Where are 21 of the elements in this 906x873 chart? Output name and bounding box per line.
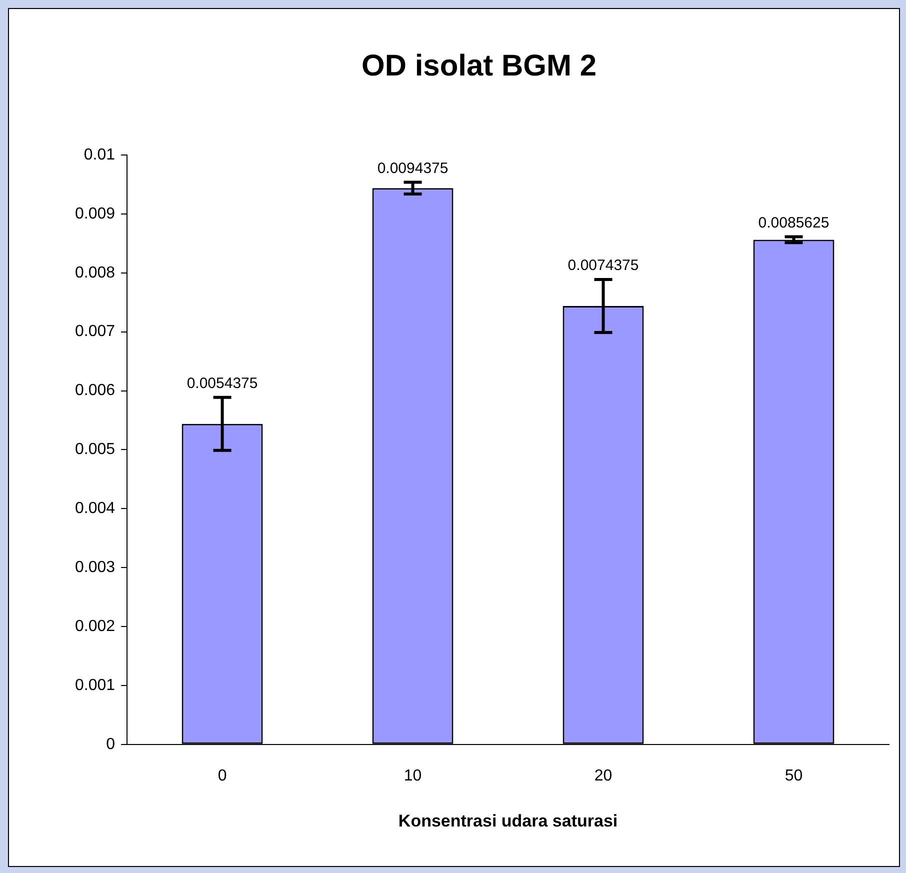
x-tick-label: 0 <box>218 767 227 784</box>
y-tick-label: 0 <box>106 736 116 753</box>
data-label: 0.0074375 <box>568 257 639 274</box>
data-label: 0.0094375 <box>377 160 448 177</box>
y-tick-label: 0.004 <box>74 500 116 518</box>
x-tick-label: 10 <box>404 767 422 784</box>
y-tick-label: 0.01 <box>84 146 116 164</box>
y-tick-label: 0.003 <box>74 558 116 576</box>
y-tick-label: 0.008 <box>74 264 116 282</box>
x-axis-title: Konsentrasi udara saturasi <box>398 811 618 830</box>
data-label: 0.0085625 <box>758 214 830 232</box>
x-tick-label: 20 <box>594 767 612 784</box>
x-tick-label: 50 <box>784 767 803 784</box>
y-tick-label: 0.002 <box>74 618 116 635</box>
y-tick-label: 0.007 <box>74 323 116 340</box>
y-tick-label: 0.001 <box>74 676 116 694</box>
data-label: 0.0054375 <box>186 375 258 392</box>
y-tick-label: 0.005 <box>74 441 116 458</box>
y-tick-label: 0.006 <box>74 382 116 400</box>
chart-title: OD isolat BGM 2 <box>361 49 597 82</box>
y-tick-label: 0.009 <box>74 205 116 222</box>
